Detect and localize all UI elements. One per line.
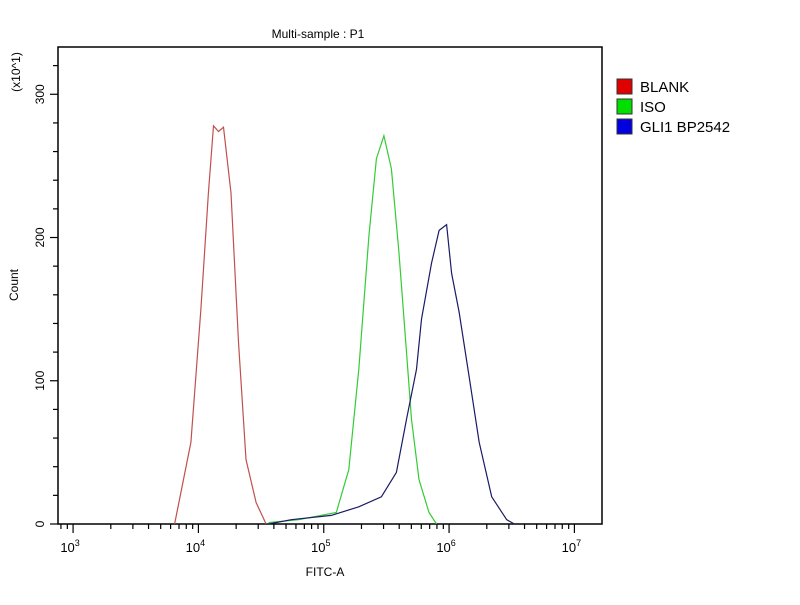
x-tick-label: 103 [60,538,79,555]
legend-label: GLI1 BP2542 [640,119,730,136]
x-tick-label: 106 [436,538,455,555]
y-tick-label: 0 [33,520,47,527]
chart-title: Multi-sample : P1 [272,27,365,41]
legend-label: BLANK [640,79,689,96]
y-tick-label: 300 [33,84,47,104]
x-axis: 103 104 105 106 107 [60,524,581,555]
x-tick-label: 107 [562,538,581,555]
y-tick-label: 100 [33,370,47,390]
x-tick-label: 105 [311,538,330,555]
legend: BLANK ISO GLI1 BP2542 [616,78,730,136]
x-tick-label: 104 [186,538,205,555]
series-line-blank [174,124,267,525]
histogram-curves [174,124,515,525]
y-multiplier-label: (x10^1) [9,52,23,92]
legend-swatch [616,78,633,95]
legend-swatch [616,98,633,115]
x-axis-label: FITC-A [306,565,345,579]
y-axis: 0 100 200 300 [33,65,58,527]
series-line-iso [268,133,438,525]
y-axis-label: Count [7,268,21,301]
y-tick-label: 200 [33,227,47,247]
series-line-gli1-bp2542 [268,223,515,525]
plot-frame [57,46,603,525]
legend-label: ISO [640,99,666,116]
legend-swatch [616,118,633,135]
